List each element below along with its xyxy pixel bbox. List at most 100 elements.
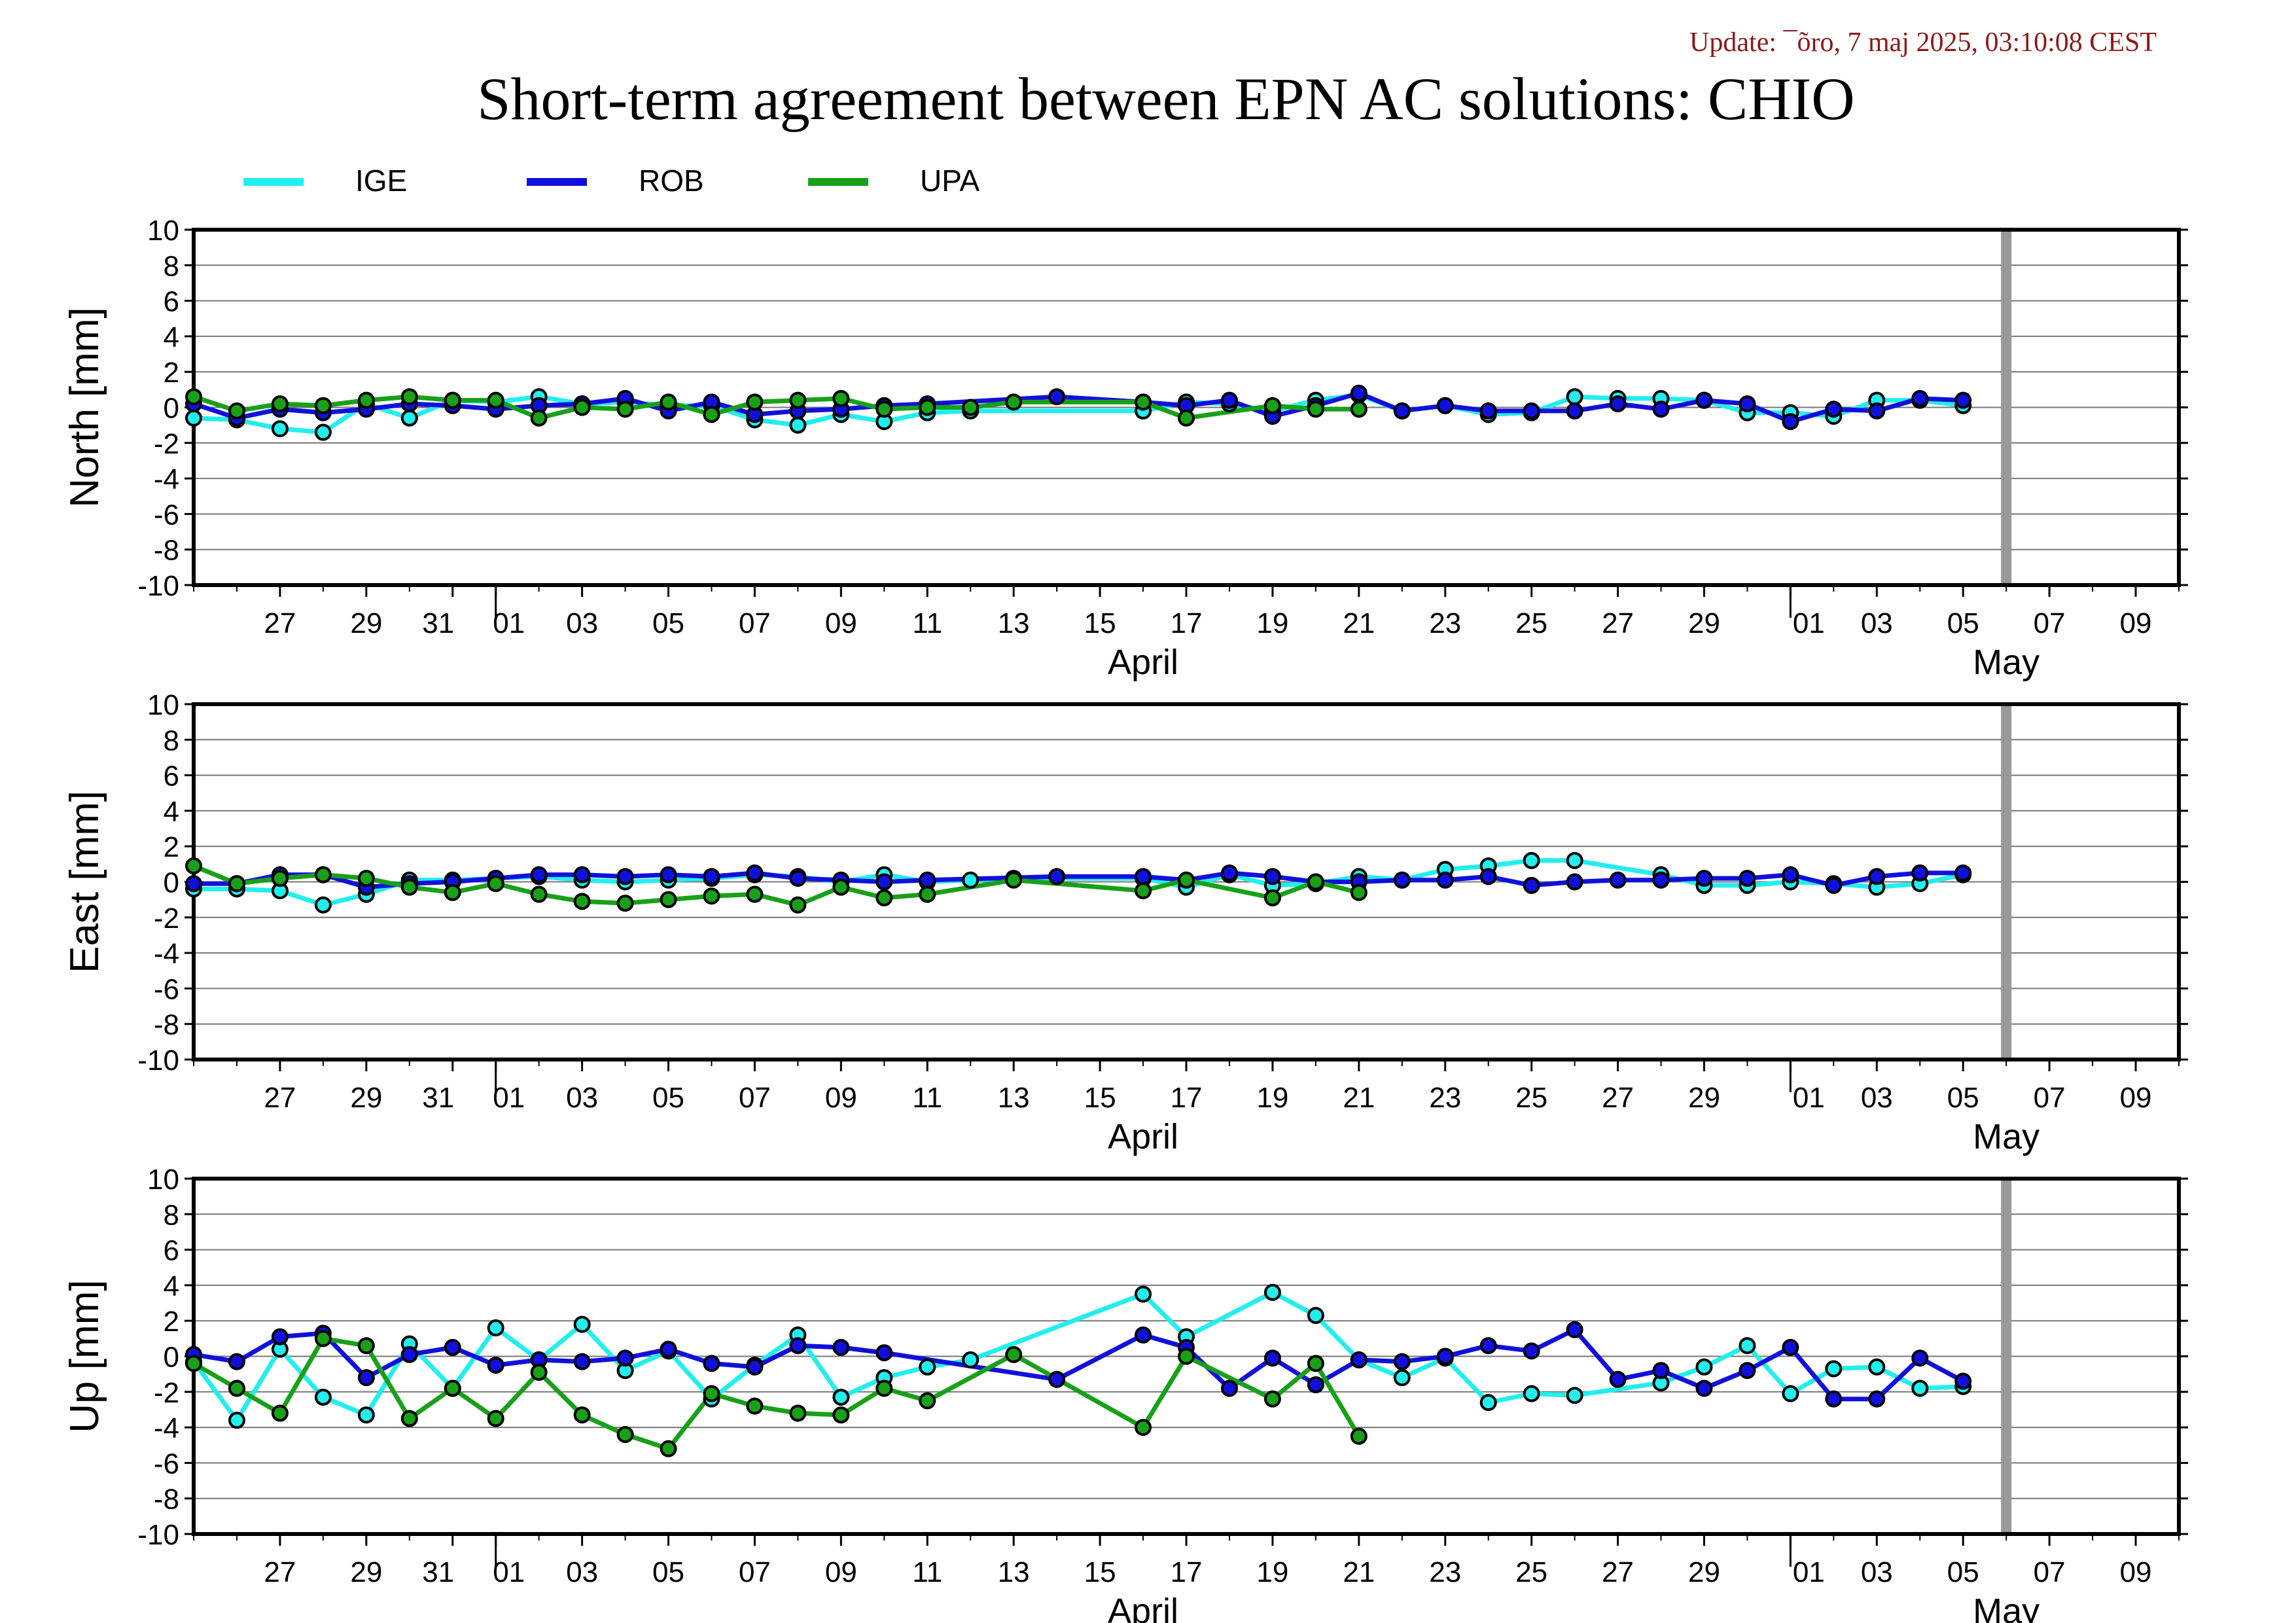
point-rob <box>703 868 720 885</box>
point-rob <box>1825 876 1843 894</box>
point-ige <box>1135 1285 1152 1303</box>
point-upa <box>1135 1419 1152 1436</box>
y-tick-label: -8 <box>154 535 179 567</box>
point-upa <box>228 875 245 893</box>
point-rob <box>616 868 634 885</box>
point-upa <box>1307 873 1324 891</box>
point-rob <box>1135 1326 1152 1344</box>
point-upa <box>314 397 332 414</box>
point-upa <box>746 1397 764 1415</box>
x-tick-label: 15 <box>1084 607 1116 639</box>
point-rob <box>1695 391 1713 409</box>
legend-label-upa: UPA <box>920 164 980 198</box>
point-ige <box>1911 1380 1929 1397</box>
point-rob <box>1523 1342 1540 1360</box>
point-ige <box>314 423 332 441</box>
y-tick-label: -4 <box>154 938 179 970</box>
point-upa <box>919 885 936 903</box>
x-tick-label: 23 <box>1429 607 1461 639</box>
y-tick-label: 6 <box>164 760 179 793</box>
point-rob <box>1652 871 1670 889</box>
x-tick-label: 01 <box>1793 1082 1825 1114</box>
point-upa <box>789 391 807 409</box>
point-ige <box>487 1319 504 1337</box>
point-upa <box>1135 882 1152 900</box>
point-upa <box>530 885 548 903</box>
point-upa <box>1005 393 1023 411</box>
y-tick-label: -2 <box>154 428 179 460</box>
x-tick-label: 05 <box>1947 1082 1979 1114</box>
legend-label-ige: IGE <box>355 164 407 198</box>
point-rob <box>487 1357 504 1374</box>
point-rob <box>789 1337 807 1355</box>
point-upa <box>357 391 375 409</box>
panel-up: 108 64 2 0-2-4 -6 -8-10 Up [mm] 27 29 31 01 03 05 07 0… <box>62 1164 2188 1623</box>
point-upa <box>271 1404 289 1422</box>
y-tick-label: -10 <box>137 1044 179 1077</box>
x-tick-label: 17 <box>1171 607 1203 639</box>
point-rob <box>1566 402 1583 419</box>
month-label: May <box>1973 1592 2040 1623</box>
chart-title: Short-term agreement between EPN AC solu… <box>477 65 1854 132</box>
point-rob <box>1911 1349 1929 1367</box>
point-rob <box>919 871 936 889</box>
point-upa <box>444 883 461 901</box>
x-tick-label: 25 <box>1515 607 1547 639</box>
point-upa <box>789 896 807 914</box>
point-upa <box>1135 393 1152 411</box>
point-ige <box>1825 1360 1843 1378</box>
y-tick-label: 10 <box>147 1164 179 1196</box>
y-tick-label: 4 <box>164 796 179 828</box>
x-tick-label: 07 <box>2034 1082 2066 1114</box>
x-tick-label: 05 <box>652 607 684 639</box>
x-tick-label: 11 <box>912 1556 942 1588</box>
point-rob <box>1523 402 1540 419</box>
point-upa <box>228 402 245 419</box>
point-upa <box>1005 871 1023 889</box>
point-upa <box>1178 409 1195 427</box>
point-upa <box>357 1337 375 1355</box>
point-rob <box>616 1349 634 1367</box>
point-upa <box>487 875 504 893</box>
point-rob <box>1782 866 1799 883</box>
x-tick-label: 31 <box>422 607 454 639</box>
month-label: April <box>1108 1117 1178 1156</box>
point-upa <box>400 878 418 896</box>
x-tick-label: 03 <box>566 1082 598 1114</box>
x-tick-label: 09 <box>2120 607 2152 639</box>
point-rob <box>1220 864 1238 882</box>
point-upa <box>919 399 936 416</box>
y-tick-label: 2 <box>164 1306 179 1338</box>
x-tick-label: 27 <box>1602 1082 1634 1114</box>
point-rob <box>1479 1337 1497 1355</box>
y-tick-label: 8 <box>164 724 179 757</box>
point-rob <box>1695 1380 1713 1397</box>
point-ige <box>1523 851 1540 869</box>
x-tick-label: 29 <box>350 1556 382 1588</box>
point-upa <box>746 393 764 411</box>
point-upa <box>616 401 634 418</box>
point-upa <box>703 406 720 423</box>
x-tick-label: 17 <box>1171 1556 1203 1588</box>
point-ige <box>1393 1369 1411 1387</box>
point-rob <box>1220 391 1238 409</box>
point-rob <box>1868 868 1886 885</box>
x-tick-label: 07 <box>739 1082 771 1114</box>
point-ige <box>1566 388 1583 406</box>
y-tick-label: -6 <box>154 1448 179 1480</box>
point-rob <box>228 1353 245 1370</box>
x-tick-label: 27 <box>1602 1556 1634 1588</box>
y-tick-label: 0 <box>164 1342 179 1374</box>
y-axis-label: Up [mm] <box>62 1279 107 1433</box>
x-tick-label: 05 <box>1947 607 1979 639</box>
point-rob <box>1868 1390 1886 1408</box>
point-ige <box>314 896 332 914</box>
point-rob <box>1566 1321 1583 1338</box>
x-tick-label: 15 <box>1084 1556 1116 1588</box>
point-upa <box>444 391 461 409</box>
point-rob <box>1048 1370 1066 1388</box>
y-tick-label: -2 <box>154 1377 179 1409</box>
point-ige <box>1307 1307 1324 1325</box>
point-upa <box>487 1410 504 1427</box>
